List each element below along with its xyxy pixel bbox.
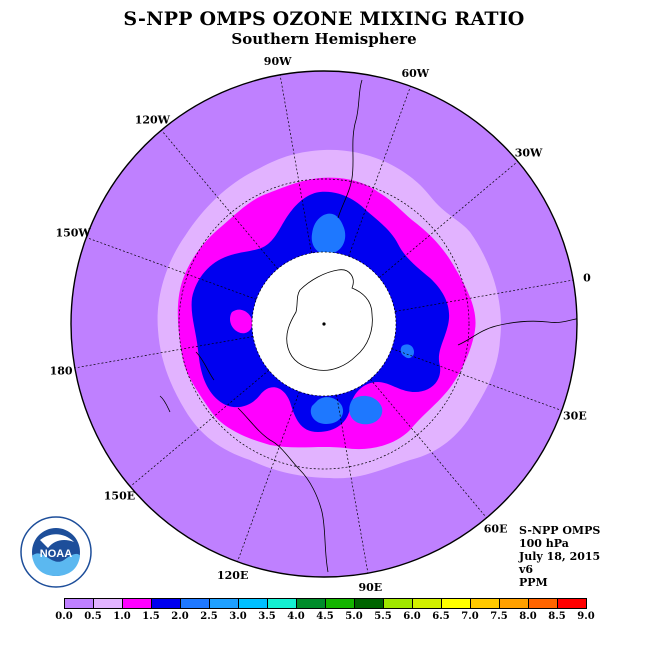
longitude-label: 0 [583,272,591,285]
colorbar-tick-label: 6.5 [432,611,450,622]
colorbar-tick-label: 3.0 [229,611,247,622]
page-title: S-NPP OMPS OZONE MIXING RATIO [123,8,525,30]
colorbar-tick-label: 2.5 [200,611,218,622]
colorbar-swatch [239,599,268,608]
colorbar-tick-label: 1.5 [142,611,160,622]
colorbar-swatch [123,599,152,608]
page-subtitle: Southern Hemisphere [231,30,417,48]
colorbar-tick-label: 1.0 [113,611,131,622]
band-2.0-2.5-a [311,213,346,255]
latitude-circle-60 [251,251,397,397]
latitude-circle-30 [178,178,470,470]
colorbar-swatch [558,599,586,608]
info-instrument: S-NPP OMPS [519,524,601,537]
info-version: v6 [519,563,534,576]
newzealand-coastline [159,351,215,413]
colorbar-tick-label: 0.5 [84,611,102,622]
colorbar-tick-label: 4.0 [287,611,305,622]
colorbar [64,598,587,609]
colorbar-tick-label: 6.0 [403,611,421,622]
noaa-logo: NOAA [20,516,92,588]
info-panel: S-NPP OMPS 100 hPa July 18, 2015 v6 PPM [519,524,600,589]
antarctica-coastline [286,269,373,371]
longitude-label: 30W [515,146,543,159]
longitude-label: 150E [104,490,135,503]
colorbar-tick-label: 9.0 [577,611,595,622]
band-2.0-2.5-b [310,397,344,424]
colorbar-swatch [152,599,181,608]
colorbar-swatch [384,599,413,608]
colorbar-tick-label: 3.5 [258,611,276,622]
info-date: July 18, 2015 [519,550,601,563]
map-border [70,70,578,578]
colorbar-swatch [94,599,123,608]
longitude-label: 120E [217,569,248,582]
colorbar-swatch [529,599,558,608]
band-1.0-1.5-hole [230,309,253,334]
longitude-label: 60E [484,523,508,536]
colorbar-tick-label: 8.5 [548,611,566,622]
colorbar-tick-label: 5.5 [374,611,392,622]
info-level: 100 hPa [519,537,569,550]
colorbar-swatch [413,599,442,608]
longitude-label: 150W [55,227,91,240]
ozone-field [71,71,577,577]
colorbar-swatch [326,599,355,608]
colorbar-swatch [210,599,239,608]
colorbar-tick-label: 4.5 [316,611,334,622]
south-america-coastline [337,79,363,219]
colorbar-swatch [268,599,297,608]
colorbar-ticks: 0.0 0.5 1.0 1.5 2.0 2.5 3.0 3.5 4.0 4.5 5.0 5.5 6.0 6… [52,611,612,625]
noaa-logo-text: NOAA [40,548,72,560]
colorbar-tick-label: 0.0 [55,611,73,622]
colorbar-swatch [355,599,384,608]
colorbar-swatch [65,599,94,608]
colorbar-tick-label: 7.0 [461,611,479,622]
colorbar-tick-label: 2.0 [171,611,189,622]
longitude-label: 30E [563,409,587,422]
colorbar-swatch [500,599,529,608]
africa-coastline [457,317,577,346]
info-units: PPM [519,576,548,589]
longitude-label: 120W [135,113,171,126]
longitude-label: 60W [401,67,429,80]
colorbar-tick-label: 5.0 [345,611,363,622]
longitude-label: 90E [359,581,383,594]
south-pole-marker [322,322,326,326]
longitude-label: 180 [50,364,73,377]
colorbar-swatch [442,599,471,608]
colorbar-tick-label: 8.0 [519,611,537,622]
colorbar-swatch [297,599,326,608]
colorbar-swatch [181,599,210,608]
colorbar-tick-label: 7.5 [490,611,508,622]
band-2.0-2.5-d [400,344,414,359]
australia-coastline [237,407,329,573]
longitude-labels: 90W 60W 30W 0 30E 60E 90E 120E 150E 180 150W 120W [50,55,592,594]
longitude-label: 90W [264,55,292,68]
colorbar-swatch [471,599,500,608]
band-2.0-2.5-c [349,395,383,425]
